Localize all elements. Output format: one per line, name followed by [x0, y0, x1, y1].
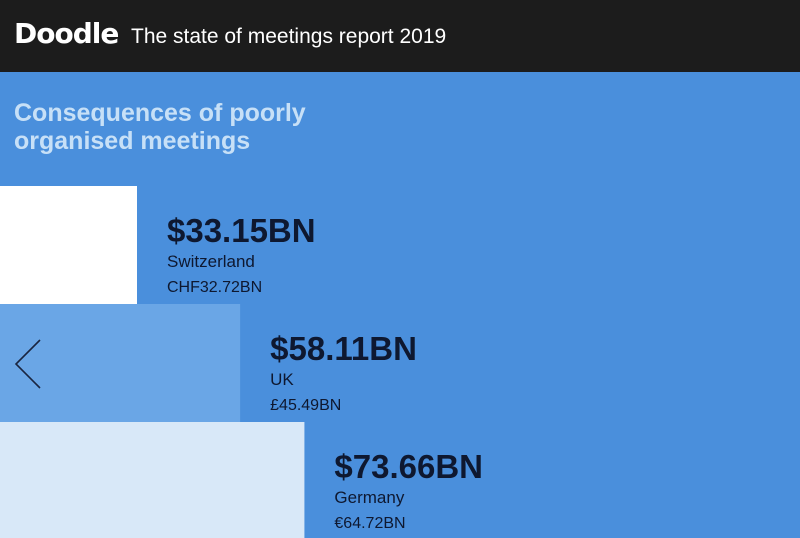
- bar-uk: [0, 304, 241, 422]
- chart-heading: Consequences of poorly organised meeting…: [14, 99, 306, 155]
- report-title: The state of meetings report 2019: [131, 25, 447, 48]
- bar-value-label: $73.66BN: [334, 448, 483, 485]
- bar-local-currency-label: CHF32.72BN: [167, 279, 262, 296]
- bar-germany: [0, 422, 305, 538]
- bar-category-label: UK: [270, 370, 294, 389]
- top-bar: Doodle The state of meetings report 2019: [0, 0, 800, 72]
- previous-button[interactable]: [6, 334, 50, 394]
- bar-local-currency-label: €64.72BN: [334, 515, 405, 532]
- bar-switzerland: [0, 186, 137, 304]
- doodle-logo[interactable]: Doodle: [14, 17, 119, 50]
- bar-category-label: Switzerland: [167, 252, 255, 271]
- bar-local-currency-label: £45.49BN: [270, 397, 341, 414]
- bar-value-label: $33.15BN: [167, 212, 316, 249]
- bar-value-label: $58.11BN: [270, 330, 417, 367]
- chevron-left-icon: [14, 339, 41, 389]
- bar-category-label: Germany: [334, 488, 404, 507]
